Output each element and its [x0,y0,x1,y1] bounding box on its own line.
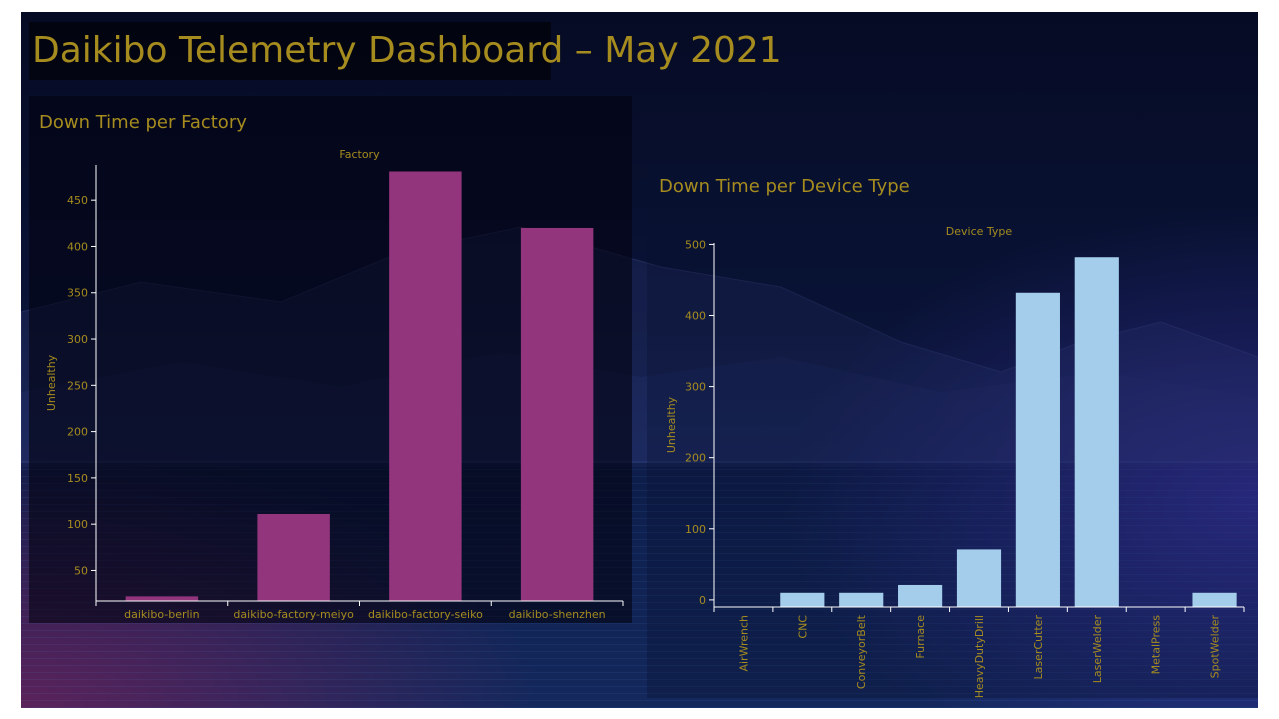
x-tick-label: LaserCutter [1032,615,1045,680]
x-tick-label: Furnace [914,615,927,659]
dashboard-header: Daikibo Telemetry Dashboard – May 2021 [29,22,782,80]
bar [125,596,199,601]
x-tick-label: AirWrench [737,615,750,672]
x-tick-label: CNC [796,615,809,639]
x-tick-label: HeavyDutyDrill [973,615,986,698]
x-tick-label: MetalPress [1150,615,1163,675]
y-tick-label: 200 [67,426,88,439]
y-tick-label: 150 [67,472,88,485]
y-tick-label: 450 [67,194,88,207]
y-tick-label: 400 [67,240,88,253]
x-tick-label: daikibo-factory-meiyo [233,608,354,621]
y-tick-label: 250 [67,379,88,392]
x-tick-label: daikibo-berlin [124,608,199,621]
device-downtime-chart: Device Type Unhealthy 0 100 200 300 400 500 AirW… [665,225,1245,698]
device-chart-title: Down Time per Device Type [659,176,910,197]
x-tick-label: LaserWelder [1091,615,1104,684]
y-tick-label: 500 [685,238,706,251]
bar [1192,592,1237,607]
y-tick-label: 0 [699,594,706,607]
y-tick-label: 50 [74,564,88,577]
y-tick-label: 400 [685,310,706,323]
x-axis-title: Factory [339,148,380,161]
bar [956,549,1002,607]
y-tick-label: 100 [67,518,88,531]
dashboard-canvas: Daikibo Telemetry Dashboard – May 2021 D… [21,12,1258,708]
bar [780,592,825,607]
x-tick-label: SpotWelder [1209,615,1222,679]
y-axis-title: Unhealthy [45,354,58,411]
y-tick-label: 100 [685,523,706,536]
x-axis-title: Device Type [946,225,1013,238]
bar [839,592,884,607]
y-tick-label: 300 [685,381,706,394]
y-axis-title: Unhealthy [665,396,678,453]
y-tick-label: 300 [67,333,88,346]
factory-downtime-chart: Factory Unhealthy 50 100 150 200 250 300 350 400 4… [45,148,624,621]
bar [257,513,330,601]
bar [898,584,943,607]
x-tick-label: ConveyorBelt [855,614,868,689]
factory-chart-title: Down Time per Factory [39,112,247,133]
bar [1015,292,1060,607]
x-tick-label: daikibo-factory-seiko [368,608,483,621]
y-tick-label: 200 [685,452,706,465]
dashboard-title: Daikibo Telemetry Dashboard – May 2021 [32,30,782,71]
device-downtime-panel: Down Time per Device Type Device Type Unh… [647,162,1258,698]
bar [1074,257,1119,607]
bar [389,171,462,601]
y-tick-label: 350 [67,287,88,300]
x-tick-label: daikibo-shenzhen [509,608,606,621]
factory-downtime-panel: Down Time per Factory Factory Unhealthy 50… [29,96,632,623]
bar [520,227,594,602]
